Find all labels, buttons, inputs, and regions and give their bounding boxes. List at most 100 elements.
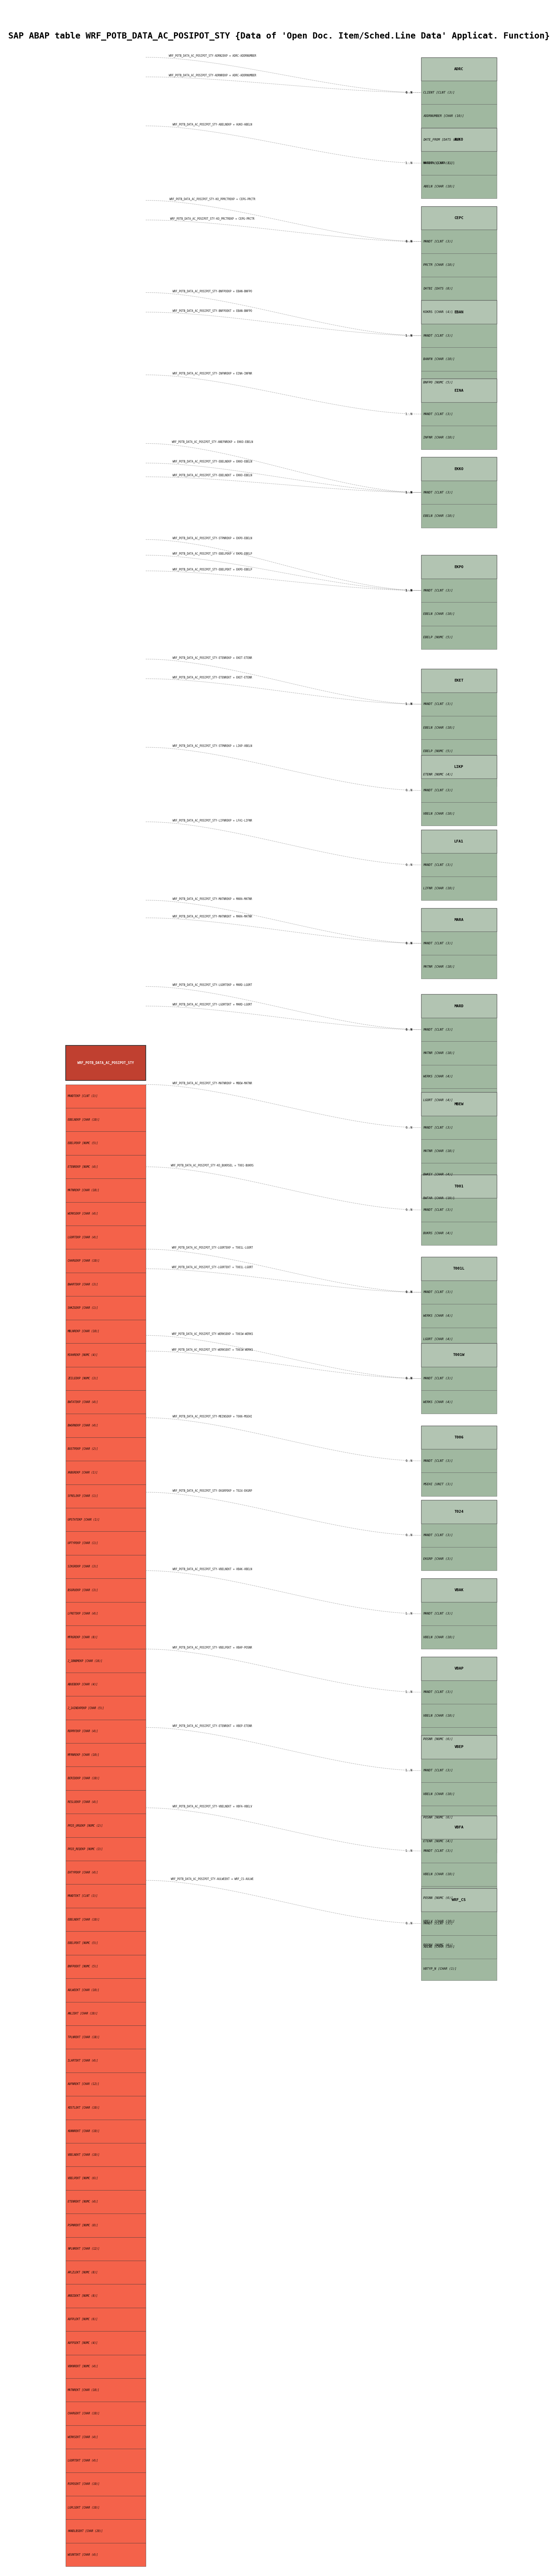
Text: APLZLEKT [NUMC (8)]: APLZLEKT [NUMC (8)] <box>68 2272 98 2275</box>
Text: J_1AINDXPEKP [CHAR (5)]: J_1AINDXPEKP [CHAR (5)] <box>68 1705 104 1710</box>
Bar <box>66 1602 146 1625</box>
Bar <box>421 603 497 626</box>
Text: T001L: T001L <box>453 1267 465 1270</box>
Text: WRF_POTB_DATA_AC_POSIPOT_STY-LIFNREKP = LFA1-LIFNR: WRF_POTB_DATA_AC_POSIPOT_STY-LIFNREKP = … <box>172 819 252 822</box>
Bar <box>66 2285 146 2308</box>
Text: EBELPEKT [NUMC (5)]: EBELPEKT [NUMC (5)] <box>68 1942 98 1945</box>
Text: MATNREKT [CHAR (18)]: MATNREKT [CHAR (18)] <box>68 2388 99 2391</box>
Bar <box>421 1139 497 1162</box>
Text: MARD: MARD <box>454 1005 464 1007</box>
Bar <box>66 1579 146 1602</box>
Bar <box>421 1342 497 1368</box>
Text: VBAK: VBAK <box>454 1589 464 1592</box>
Text: ABELN [CHAR (10)]: ABELN [CHAR (10)] <box>424 185 455 188</box>
Text: EKKO: EKKO <box>454 466 464 471</box>
Bar <box>421 482 497 505</box>
Text: MANDT [CLNT (3)]: MANDT [CLNT (3)] <box>424 1613 453 1615</box>
Text: WERKS [CHAR (4)]: WERKS [CHAR (4)] <box>424 1074 453 1079</box>
Text: WRF_POTB_DATA_AC_POSIPOT_STY-VBELNEKT = VBAK-VBELN: WRF_POTB_DATA_AC_POSIPOT_STY-VBELNEKT = … <box>172 1569 252 1571</box>
Text: BNFPO [NUMC (5)]: BNFPO [NUMC (5)] <box>424 381 453 384</box>
Text: MJAHREKP [NUMC (4)]: MJAHREKP [NUMC (4)] <box>68 1352 98 1358</box>
Text: MANDTEKT [CLNT (3)]: MANDTEKT [CLNT (3)] <box>68 1893 98 1899</box>
Text: LGPLSEKT [CHAR (10)]: LGPLSEKT [CHAR (10)] <box>68 2506 99 2509</box>
Text: VBELN [CHAR (10)]: VBELN [CHAR (10)] <box>424 811 455 817</box>
Bar <box>421 956 497 979</box>
Bar <box>421 1932 497 1958</box>
Text: WRF_POTB_DATA_AC_POSIPOT_STY: WRF_POTB_DATA_AC_POSIPOT_STY <box>78 1061 134 1064</box>
Bar <box>421 175 497 198</box>
Text: EBELNEKT [CHAR (10)]: EBELNEKT [CHAR (10)] <box>68 1919 99 1922</box>
Bar <box>66 1437 146 1461</box>
Text: 0..N: 0..N <box>405 1378 412 1381</box>
Text: WRF_POTB_DATA_AC_POSIPOT_STY-KO_PRCTREKP = CEPG-PRCTR: WRF_POTB_DATA_AC_POSIPOT_STY-KO_PRCTREKP… <box>170 216 254 219</box>
Text: MANDT [CLNT (3)]: MANDT [CLNT (3)] <box>424 863 453 866</box>
Text: NATION [CHAR (1)]: NATION [CHAR (1)] <box>424 162 455 165</box>
Text: SIKGREKP [CHAR (3)]: SIKGREKP [CHAR (3)] <box>68 1566 98 1569</box>
Text: VBELN [CHAR (10)]: VBELN [CHAR (10)] <box>424 1873 455 1875</box>
Bar <box>66 2331 146 2354</box>
Text: 1..N: 1..N <box>405 492 412 495</box>
Text: RDPRFEKP [CHAR (4)]: RDPRFEKP [CHAR (4)] <box>68 1731 98 1734</box>
Bar <box>421 505 497 528</box>
Bar <box>66 1625 146 1649</box>
Text: ETENR [NUMC (4)]: ETENR [NUMC (4)] <box>424 1839 453 1842</box>
Text: WRF_POTB_DATA_AC_POSIPOT_STY-LGORTEKT = T001L-LGORT: WRF_POTB_DATA_AC_POSIPOT_STY-LGORTEKT = … <box>172 1265 253 1270</box>
Bar <box>421 1816 497 1839</box>
Bar <box>421 1391 497 1414</box>
Text: XABGREKP [CHAR (1)]: XABGREKP [CHAR (1)] <box>68 1471 98 1473</box>
Text: POSNR [NUMC (6)]: POSNR [NUMC (6)] <box>424 1816 453 1819</box>
Text: 1..N: 1..N <box>405 1690 412 1692</box>
Text: CHARGEKP [CHAR (10)]: CHARGEKP [CHAR (10)] <box>68 1260 99 1262</box>
Text: EBELP [NUMC (5)]: EBELP [NUMC (5)] <box>424 636 453 639</box>
Bar <box>421 1115 497 1139</box>
Text: MANDT [CLNT (3)]: MANDT [CLNT (3)] <box>424 240 453 242</box>
Text: WRF_POTB_DATA_AC_POSIPOT_STY-KO_BUKRSEL = T001-BUKRS: WRF_POTB_DATA_AC_POSIPOT_STY-KO_BUKRSEL … <box>171 1164 254 1167</box>
Bar <box>421 371 497 394</box>
Text: LGORT [CHAR (4)]: LGORT [CHAR (4)] <box>424 1337 453 1342</box>
Text: 0..N: 0..N <box>405 943 412 945</box>
Text: 1..N: 1..N <box>405 492 412 495</box>
Text: MANDT [CLNT (3)]: MANDT [CLNT (3)] <box>424 1922 453 1924</box>
Text: 0..N: 0..N <box>405 943 412 945</box>
Bar <box>421 1579 497 1602</box>
Bar <box>66 1837 146 1860</box>
Bar <box>66 1368 146 1391</box>
Text: EBELN [CHAR (10)]: EBELN [CHAR (10)] <box>424 515 455 518</box>
Text: LIFNR [CHAR (10)]: LIFNR [CHAR (10)] <box>424 886 455 889</box>
Text: WRF_POTB_DATA_AC_POSIPOT_STY-WERKSEKT = T001W-WERKS: WRF_POTB_DATA_AC_POSIPOT_STY-WERKSEKT = … <box>172 1347 253 1350</box>
Bar <box>421 1188 497 1211</box>
Bar <box>66 1556 146 1579</box>
Text: WRF_POTB_DATA_AC_POSIPOT_STY-EBELPEKT = EKPO-EBELP: WRF_POTB_DATA_AC_POSIPOT_STY-EBELPEKT = … <box>172 567 252 572</box>
Bar <box>421 1958 497 1981</box>
Text: WRF_POTB_DATA_AC_POSIPOT_STY-BNFPOEKP = EBAN-BNFPO: WRF_POTB_DATA_AC_POSIPOT_STY-BNFPOEKP = … <box>172 289 252 294</box>
Bar <box>66 2236 146 2262</box>
Text: DATE_FROM [DATS (8)]: DATE_FROM [DATS (8)] <box>424 139 460 142</box>
Text: 1..N: 1..N <box>405 412 412 415</box>
Text: WRF_POTB_DATA_AC_POSIPOT_STY-EKGRPEKP = T024-EKGRP: WRF_POTB_DATA_AC_POSIPOT_STY-EKGRPEKP = … <box>172 1489 252 1492</box>
Text: 1..N: 1..N <box>405 590 412 592</box>
Text: WRF_POTB_DATA_AC_POSIPOT_STY-AULWEEKT = WRF_CS-AULWE: WRF_POTB_DATA_AC_POSIPOT_STY-AULWEEKT = … <box>171 1878 254 1880</box>
Bar <box>421 1018 497 1041</box>
Bar <box>66 1649 146 1672</box>
Bar <box>421 1090 497 1113</box>
Text: VBEP: VBEP <box>454 1747 464 1749</box>
Text: WERKS [CHAR (4)]: WERKS [CHAR (4)] <box>424 1401 453 1404</box>
Bar <box>66 2213 146 2236</box>
Bar <box>421 762 497 786</box>
Text: WRF_POTB_DATA_AC_POSIPOT_STY-INFNREKP = EINA-INFNR: WRF_POTB_DATA_AC_POSIPOT_STY-INFNREKP = … <box>172 371 252 376</box>
Text: WRF_POTB_DATA_AC_POSIPOT_STY-ABELNEKP = AUKO-ABELN: WRF_POTB_DATA_AC_POSIPOT_STY-ABELNEKP = … <box>172 124 252 126</box>
Text: WRF_POTB_DATA_AC_POSIPOT_STY-MATNREKT = MARA-MATNR: WRF_POTB_DATA_AC_POSIPOT_STY-MATNREKT = … <box>172 914 252 917</box>
Bar <box>66 1860 146 1883</box>
Bar <box>421 1656 497 1680</box>
Text: WRF_POTB_DATA_AC_POSIPOT_STY-LGORTEKP = T001L-LGORT: WRF_POTB_DATA_AC_POSIPOT_STY-LGORTEKP = … <box>172 1247 253 1249</box>
Text: WRF_POTB_DATA_AC_POSIPOT_STY-MEINSEKP = T006-MSEHI: WRF_POTB_DATA_AC_POSIPOT_STY-MEINSEKP = … <box>172 1414 252 1417</box>
Bar <box>421 1680 497 1703</box>
Bar <box>421 229 497 252</box>
Bar <box>421 1092 497 1115</box>
Text: MANDT [CLNT (3)]: MANDT [CLNT (3)] <box>424 1533 453 1538</box>
Text: 0..N: 0..N <box>405 1028 412 1030</box>
Text: LIKP: LIKP <box>454 765 464 768</box>
Text: 0..N: 0..N <box>405 1126 412 1128</box>
Text: MSEHI [UNIT (3)]: MSEHI [UNIT (3)] <box>424 1484 453 1486</box>
Bar <box>66 1978 146 2002</box>
